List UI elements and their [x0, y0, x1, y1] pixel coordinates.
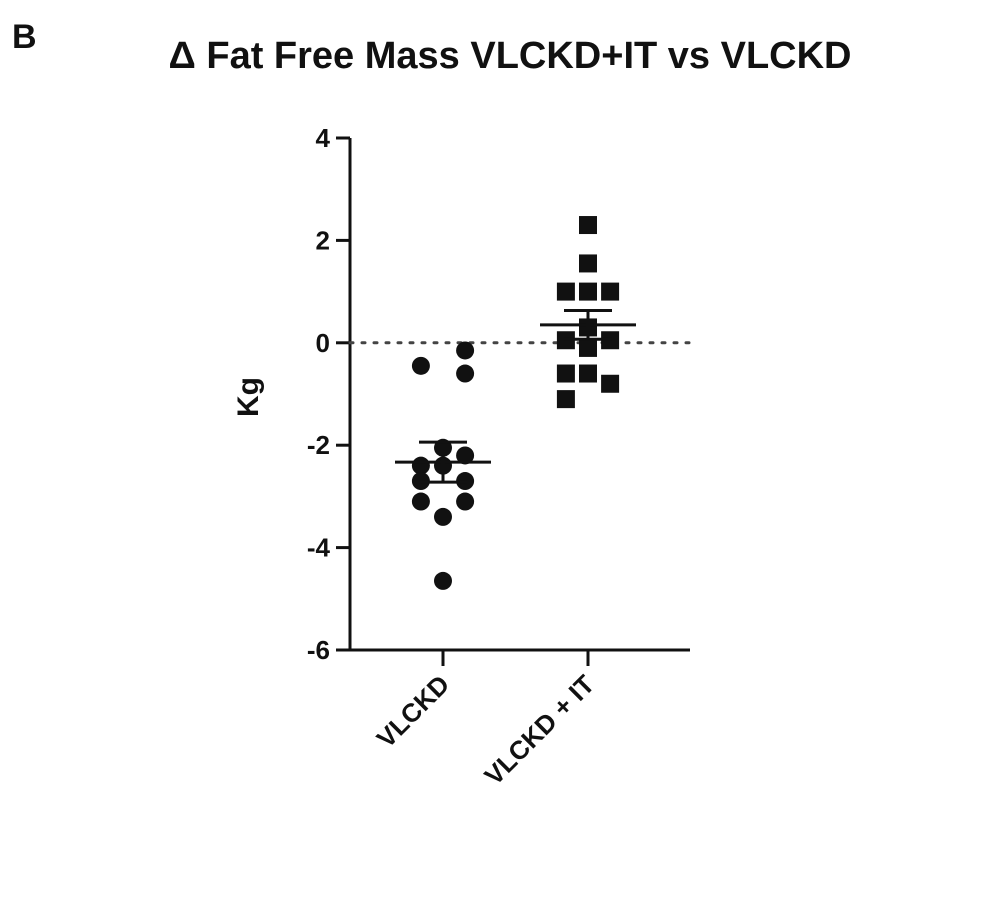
x-category-label: VLCKD + IT: [478, 669, 600, 791]
y-tick-label: 4: [316, 123, 331, 153]
data-point-square: [556, 364, 575, 383]
data-point-square: [556, 282, 575, 301]
data-point-circle: [411, 356, 430, 375]
data-point-square: [579, 338, 597, 357]
y-tick-label: -6: [307, 635, 330, 665]
data-point-circle: [456, 446, 475, 465]
y-axis-label: Kg: [232, 377, 265, 417]
plot-area: 4 2 0 -2 -4 -6 VLCKD VLCKD + IT: [307, 123, 692, 791]
data-point-circle: [456, 364, 475, 383]
data-point-circle: [434, 507, 452, 526]
data-point-square: [556, 390, 575, 409]
data-point-square: [601, 374, 620, 393]
data-point-square: [579, 282, 597, 301]
data-point-circle: [411, 492, 430, 511]
data-point-circle: [411, 456, 430, 475]
data-point-square: [579, 254, 597, 273]
data-point-square: [601, 282, 620, 301]
y-tick-label: 0: [316, 328, 330, 358]
y-tick-label: 2: [316, 225, 330, 255]
y-tick-label: -4: [307, 533, 331, 563]
panel-letter: B: [12, 18, 37, 56]
y-tick-label: -2: [307, 430, 330, 460]
chart-title: Δ Fat Free Mass VLCKD+IT vs VLCKD: [169, 35, 852, 77]
data-point-square: [579, 364, 597, 383]
data-point-circle: [434, 571, 452, 590]
data-point-square: [579, 216, 597, 235]
data-point-circle: [456, 341, 475, 360]
x-category-label: VLCKD: [371, 669, 456, 754]
data-point-circle: [456, 492, 475, 511]
